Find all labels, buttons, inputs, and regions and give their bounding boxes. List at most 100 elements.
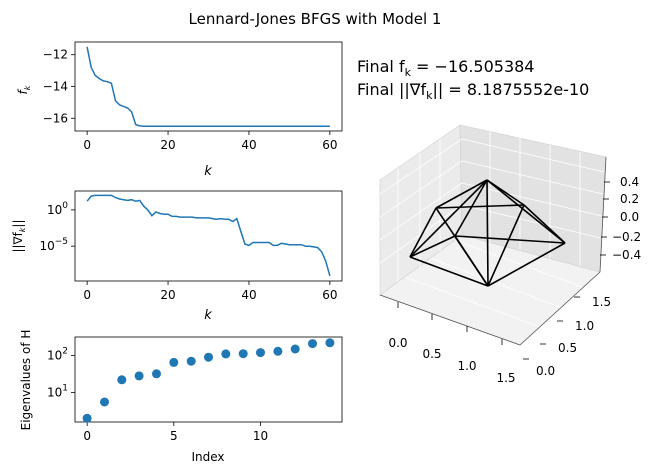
eigen-point	[134, 371, 144, 381]
fk-plot-frame	[74, 41, 343, 132]
final-grad-label: Final ||∇f	[357, 80, 426, 99]
cluster-edge	[435, 179, 488, 209]
3d-x-tick-label-1: 0.5	[422, 347, 441, 361]
x-tick-label: 60	[322, 288, 337, 302]
eigen-point	[117, 375, 127, 385]
y-tick-label: −16	[43, 111, 68, 125]
grad-xlabel: k	[204, 308, 212, 323]
3d-z-tick-label-4: −0.4	[612, 248, 641, 262]
cluster-edges	[409, 179, 566, 287]
eigen-point	[169, 357, 179, 367]
final-f-value: = −16.505384	[411, 57, 535, 76]
3d-x-tick-label-3: 1.5	[496, 371, 515, 385]
x-tick-label: 0	[83, 288, 91, 302]
fk-ylabel: fk	[16, 85, 32, 94]
3d-z-tick-label-0: 0.4	[620, 175, 639, 189]
3d-z-tick-label-1: 0.2	[620, 192, 639, 206]
cluster-edge	[454, 235, 489, 287]
cluster-edge	[409, 235, 456, 258]
3d-y-tick-label-1: 0.5	[558, 341, 577, 355]
fk-plot-ticks: 0 20 40 60 −12 −14 −16	[43, 48, 338, 152]
y-tick-label: 101	[47, 383, 68, 399]
final-f-label: Final f	[357, 57, 405, 76]
fk-plot: 0 20 40 60−12−14−16 k fk	[16, 41, 343, 179]
grad-plot-frame	[74, 190, 343, 282]
x-tick-label: 5	[170, 429, 178, 443]
figure-title: Lennard-Jones BFGS with Model 1	[189, 10, 442, 28]
cluster-edge	[409, 207, 437, 258]
final-grad-sub: k	[426, 89, 433, 102]
3d-gridlines	[379, 131, 605, 328]
cluster-edge	[486, 179, 566, 244]
3d-axis-ticks	[397, 181, 610, 360]
grad-ylabel-main: ||∇f	[11, 231, 25, 252]
3d-x-tick-label-0: 0.0	[388, 336, 407, 350]
y-tick-label: −12	[43, 48, 68, 62]
eigen-point	[308, 339, 317, 349]
x-tick-label: 0	[83, 138, 91, 152]
y-tick-label: 102	[47, 346, 68, 362]
eigen-point	[82, 413, 92, 423]
eigen-plot: 0 5 10 101 102 Index Eigenvalues of H	[19, 330, 343, 464]
3d-axes	[379, 156, 607, 346]
y-tick-label: −14	[43, 80, 68, 94]
fk-xlabel: k	[204, 164, 212, 179]
summary-text: Final fk = −16.505384 Final ||∇fk|| = 8.…	[357, 57, 589, 102]
x-tick-label: 10	[253, 429, 268, 443]
3d-tick-labels: 0.0 0.5 1.0 1.5 0.0 0.5 1.0 1.5 0.4 0.2 …	[388, 175, 641, 385]
grad-series-line	[86, 194, 331, 277]
x-tick-label: 20	[160, 138, 175, 152]
x-tick-label: 40	[241, 138, 256, 152]
eigen-point	[100, 397, 109, 407]
cluster-edge	[454, 235, 566, 244]
cluster-3d-plot: 0.0 0.5 1.0 1.5 0.0 0.5 1.0 1.5 0.4 0.2 …	[379, 124, 641, 385]
grad-ylabel: ||∇fk||	[11, 219, 27, 252]
3d-x-axis	[379, 294, 521, 346]
cluster-edge	[523, 204, 566, 244]
x-tick-label: 20	[160, 288, 175, 302]
eigen-ylabel: Eigenvalues of H	[19, 330, 33, 431]
cluster-edge	[487, 242, 566, 287]
grad-ylabel-tail: ||	[11, 219, 25, 227]
eigen-point	[186, 356, 196, 366]
cluster-edge	[487, 204, 525, 287]
final-grad-line: Final ||∇fk|| = 8.1875552e-10	[357, 80, 589, 102]
3d-y-tick-label-0: 0.0	[536, 364, 555, 378]
x-tick-label: 0	[83, 429, 91, 443]
eigen-point	[204, 352, 213, 362]
final-f-line: Final fk = −16.505384	[357, 57, 534, 79]
cluster-edge	[409, 179, 488, 258]
fk-ylabel-sub: k	[23, 85, 32, 90]
cluster-edge	[454, 179, 488, 237]
y-tick-label: 100	[47, 201, 68, 217]
grad-plot-ticks: 0 20 40 60 100 10−5	[39, 201, 337, 302]
cluster-edge	[486, 179, 489, 287]
eigen-plot-ticks: 0 5 10 101 102	[47, 346, 268, 443]
eigen-point	[238, 349, 248, 359]
eigen-point	[256, 348, 265, 358]
eigen-point	[273, 346, 283, 356]
eigen-points	[82, 338, 335, 423]
eigen-point	[152, 369, 161, 379]
cluster-edge	[435, 204, 525, 209]
eigen-xlabel: Index	[191, 450, 224, 464]
3d-panes	[379, 124, 607, 346]
x-tick-label: 60	[322, 138, 337, 152]
3d-z-tick-label-2: 0.0	[620, 210, 639, 224]
fk-series-line	[86, 46, 330, 128]
3d-x-tick-label-2: 1.0	[457, 359, 476, 373]
y-tick-label: 10−5	[39, 237, 68, 253]
grad-ylabel-sub: k	[18, 227, 27, 232]
3d-z-axis	[599, 156, 607, 273]
final-grad-value: || = 8.1875552e-10	[432, 80, 589, 99]
eigen-point	[325, 338, 335, 348]
fk-ylabel-main: f	[16, 88, 30, 94]
x-tick-label: 40	[241, 288, 256, 302]
3d-z-tick-label-3: −0.2	[612, 230, 641, 244]
eigen-plot-frame	[74, 336, 343, 423]
3d-y-tick-label-2: 1.0	[575, 319, 594, 333]
3d-y-axis	[519, 271, 601, 346]
final-f-sub: k	[405, 66, 412, 79]
